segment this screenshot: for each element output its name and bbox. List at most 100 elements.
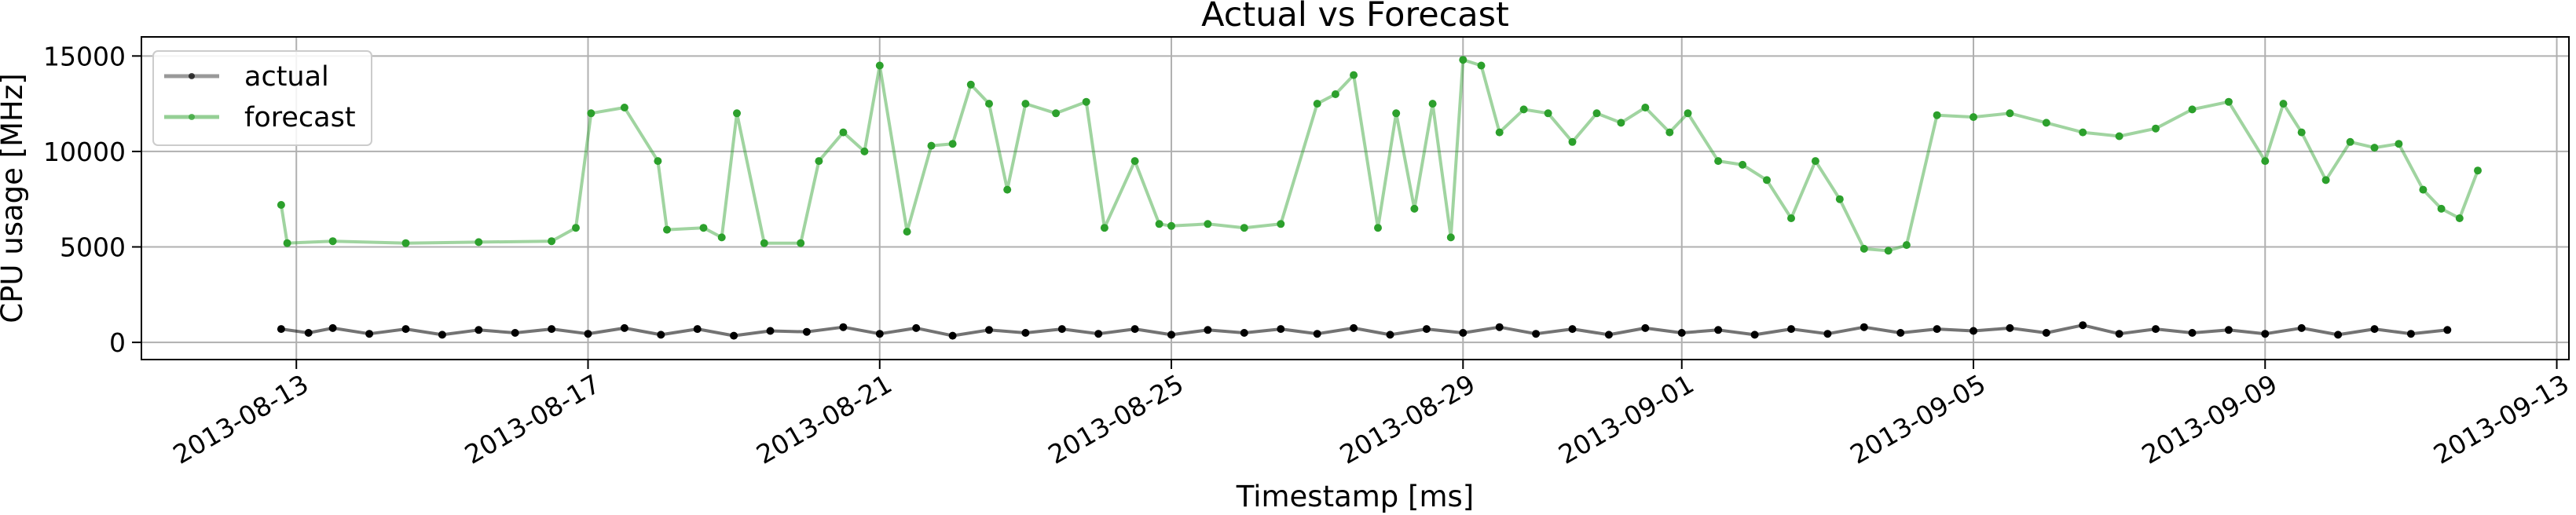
- data-point-actual: [475, 326, 483, 334]
- grid-lines: [141, 37, 2569, 360]
- data-point-forecast: [1933, 111, 1941, 119]
- data-point-actual: [2006, 323, 2014, 332]
- data-point-forecast: [1130, 157, 1139, 166]
- data-point-forecast: [2321, 176, 2330, 184]
- data-point-forecast: [2224, 97, 2233, 106]
- data-point-forecast: [1763, 176, 1771, 184]
- data-point-actual: [2224, 326, 2233, 334]
- x-tick-label: 2013-08-29: [1335, 368, 1481, 470]
- y-tick-label: 10000: [43, 137, 126, 167]
- data-point-actual: [2152, 325, 2160, 334]
- data-point-actual: [365, 330, 374, 338]
- data-point-forecast: [1350, 71, 1358, 79]
- legend-marker-forecast: [189, 114, 195, 120]
- data-point-actual: [1130, 325, 1139, 334]
- data-point-forecast: [475, 238, 483, 247]
- data-point-forecast: [1021, 100, 1030, 108]
- data-point-forecast: [2115, 132, 2123, 141]
- data-point-forecast: [2152, 124, 2160, 133]
- data-point-actual: [2334, 331, 2343, 339]
- data-point-forecast: [1684, 109, 1692, 118]
- data-point-forecast: [1052, 109, 1061, 118]
- data-point-forecast: [1970, 113, 1977, 122]
- legend: actual forecast: [152, 50, 372, 146]
- data-point-actual: [1641, 323, 1650, 332]
- data-point-forecast: [1519, 105, 1528, 114]
- data-point-forecast: [1811, 157, 1819, 166]
- data-point-forecast: [2474, 166, 2482, 175]
- data-point-forecast: [1902, 241, 1911, 250]
- data-point-forecast: [948, 140, 957, 148]
- data-point-forecast: [1459, 56, 1468, 64]
- data-point-forecast: [2395, 140, 2403, 148]
- data-point-forecast: [663, 225, 671, 234]
- data-point-forecast: [1082, 97, 1090, 106]
- data-point-forecast: [2261, 157, 2270, 166]
- data-point-forecast: [717, 233, 726, 242]
- data-point-actual: [1350, 323, 1358, 332]
- data-point-forecast: [620, 104, 628, 111]
- x-tick-label: 2013-09-09: [2137, 368, 2283, 470]
- data-point-forecast: [328, 237, 337, 246]
- data-point-forecast: [1544, 109, 1552, 118]
- data-point-forecast: [1277, 220, 1285, 228]
- data-point-actual: [802, 327, 811, 336]
- data-point-forecast: [1331, 90, 1339, 98]
- data-point-actual: [2042, 329, 2050, 337]
- data-point-actual: [1240, 329, 1248, 337]
- data-point-forecast: [2419, 185, 2428, 194]
- series-forecast: [277, 56, 2482, 255]
- data-point-forecast: [1374, 224, 1382, 232]
- data-point-forecast: [654, 157, 662, 166]
- data-point-actual: [912, 323, 921, 332]
- data-point-forecast: [1100, 224, 1108, 232]
- y-tick-label: 15000: [43, 41, 126, 71]
- data-point-actual: [548, 325, 556, 334]
- data-point-actual: [730, 331, 738, 340]
- x-tick-label: 2013-08-13: [168, 368, 314, 470]
- data-point-forecast: [1641, 104, 1650, 111]
- data-point-actual: [839, 323, 848, 331]
- data-point-forecast: [760, 239, 768, 247]
- data-point-forecast: [2042, 119, 2050, 127]
- data-point-forecast: [2188, 105, 2197, 114]
- legend-label-forecast: forecast: [244, 102, 356, 133]
- data-point-actual: [1677, 329, 1686, 337]
- data-point-actual: [401, 325, 410, 334]
- data-point-forecast: [927, 141, 936, 150]
- data-point-forecast: [548, 237, 556, 246]
- data-point-forecast: [1446, 233, 1455, 242]
- x-tick-label: 2013-09-13: [2428, 368, 2574, 470]
- data-point-actual: [1787, 325, 1795, 334]
- data-point-actual: [875, 330, 884, 338]
- data-point-forecast: [1477, 61, 1486, 70]
- data-point-actual: [1896, 329, 1905, 337]
- data-point-actual: [948, 331, 957, 340]
- data-point-actual: [1750, 331, 1759, 339]
- x-tick-label: 2013-09-05: [1845, 368, 1991, 470]
- data-point-forecast: [1568, 137, 1577, 146]
- legend-label-actual: actual: [244, 61, 329, 93]
- data-point-actual: [1714, 326, 1723, 334]
- data-point-forecast: [1714, 157, 1723, 166]
- data-point-actual: [2261, 330, 2270, 338]
- data-point-actual: [1495, 323, 1504, 331]
- data-point-actual: [2079, 321, 2087, 330]
- data-point-forecast: [1787, 214, 1795, 222]
- axis-ticks: 2013-08-13 2013-08-17 2013-08-21 2013-08-25…: [43, 41, 2574, 469]
- data-point-forecast: [2346, 137, 2354, 146]
- data-point-forecast: [1204, 220, 1212, 228]
- data-point-actual: [1277, 325, 1285, 334]
- data-point-forecast: [2006, 109, 2014, 118]
- data-point-actual: [1568, 325, 1577, 334]
- data-point-actual: [2297, 323, 2306, 332]
- data-point-forecast: [277, 201, 285, 209]
- data-point-forecast: [1592, 109, 1601, 118]
- data-point-actual: [328, 323, 337, 332]
- data-point-forecast: [401, 239, 410, 247]
- data-point-forecast: [2279, 100, 2288, 108]
- data-point-actual: [304, 329, 313, 337]
- data-point-actual: [584, 330, 592, 338]
- data-point-forecast: [283, 239, 291, 247]
- series-layer: [277, 56, 2482, 340]
